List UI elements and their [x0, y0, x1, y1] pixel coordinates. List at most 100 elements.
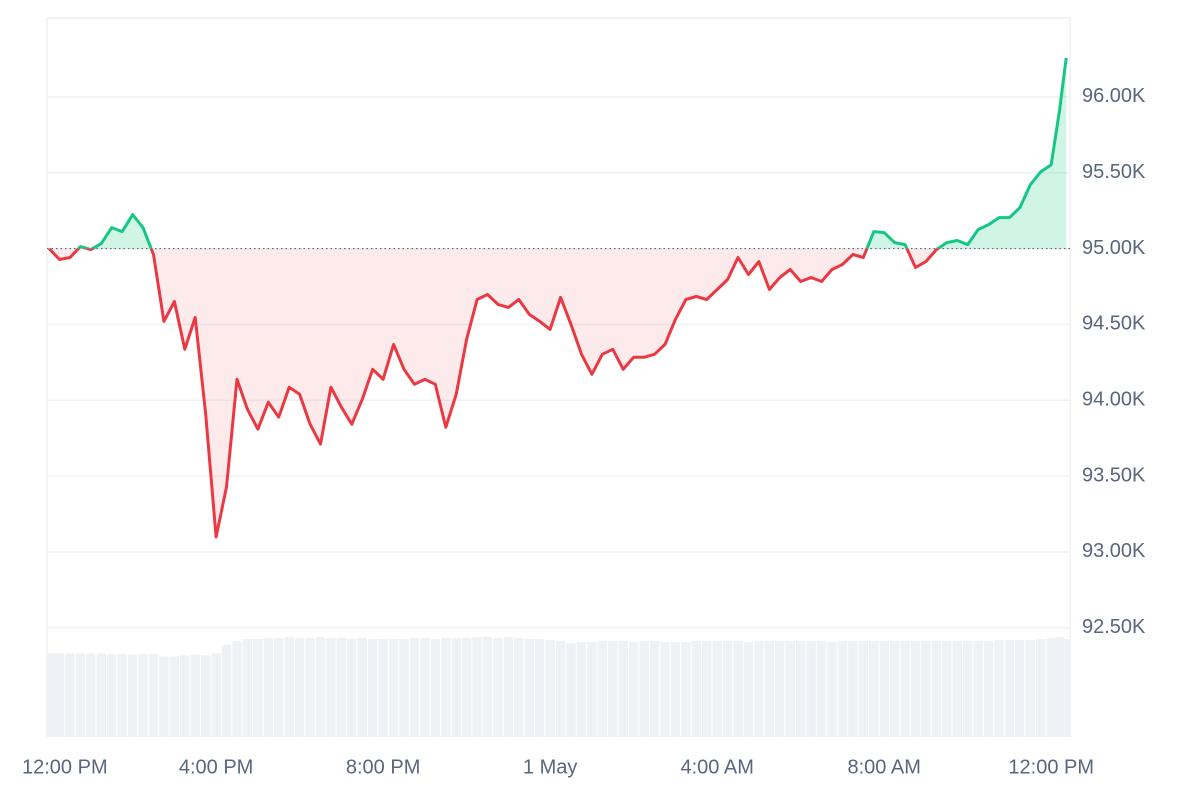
- volume-bar: [1004, 640, 1015, 737]
- volume-bar: [639, 641, 649, 737]
- volume-bar: [347, 639, 357, 737]
- x-tick-label: 12:00 PM: [1008, 756, 1094, 778]
- volume-bar: [274, 638, 284, 737]
- volume-bar: [879, 641, 889, 737]
- volume-bar: [242, 639, 253, 737]
- price-line-down: [48, 248, 941, 539]
- volume-bar: [148, 654, 159, 737]
- volume-bar: [493, 638, 503, 737]
- volume-bar: [524, 639, 534, 737]
- volume-bar: [702, 641, 712, 737]
- x-tick-label: 4:00 PM: [179, 756, 253, 778]
- volume-bar: [566, 643, 576, 737]
- x-tick-label: 12:00 PM: [22, 756, 108, 778]
- plot-frame: [47, 17, 1071, 737]
- volume-bar: [232, 641, 242, 737]
- volume-bar: [576, 642, 587, 737]
- volume-bar: [931, 641, 942, 737]
- volume-bar: [900, 641, 910, 737]
- volume-bar: [628, 642, 639, 737]
- volume-bar: [420, 638, 430, 737]
- price-line-up: [49, 57, 1068, 249]
- volume-bar: [764, 641, 775, 737]
- volume-bar: [1025, 640, 1036, 737]
- volume-bar: [597, 641, 608, 737]
- x-tick-label: 1 May: [523, 756, 577, 778]
- volume-bar: [503, 637, 514, 737]
- y-tick-label: 93.00K: [1082, 540, 1146, 562]
- volume-bar: [107, 654, 117, 737]
- volume-bar: [159, 656, 169, 737]
- volume-bar: [555, 641, 566, 737]
- volume-bar: [315, 637, 326, 737]
- volume-bar: [367, 639, 378, 737]
- volume-bar: [378, 639, 388, 737]
- volume-bar: [963, 641, 973, 737]
- volume-bar: [691, 641, 701, 737]
- volume-bar: [482, 637, 493, 737]
- y-tick-label: 94.50K: [1082, 313, 1146, 335]
- volume-bar: [117, 654, 127, 737]
- volume-bar: [983, 641, 994, 737]
- volume-bar: [806, 641, 816, 737]
- volume-bar: [461, 638, 472, 737]
- volume-bar: [221, 645, 232, 737]
- volume-bar: [1061, 639, 1071, 737]
- volume-bar: [733, 641, 743, 737]
- volume-bar: [305, 638, 315, 737]
- volume-bar: [670, 642, 681, 737]
- volume-bar: [795, 641, 806, 737]
- volume-bar: [816, 641, 827, 737]
- volume-bar: [910, 641, 921, 737]
- volume-bar: [54, 653, 65, 737]
- volume-bar: [211, 653, 221, 737]
- volume-bar: [65, 653, 75, 737]
- volume-bar: [284, 637, 294, 737]
- volume-bar: [253, 639, 263, 737]
- y-tick-label: 95.00K: [1082, 237, 1146, 259]
- volume-bar: [263, 638, 273, 737]
- volume-bar: [409, 638, 420, 737]
- volume-bar: [712, 641, 722, 737]
- volume-bar: [754, 641, 764, 737]
- volume-bar: [587, 642, 597, 737]
- area-down: [49, 248, 938, 537]
- volume-bar: [190, 654, 200, 737]
- y-tick-label: 93.50K: [1082, 464, 1146, 486]
- volume-bar: [1054, 637, 1065, 737]
- volume-bar: [86, 653, 96, 737]
- volume-bar: [430, 639, 441, 737]
- volume-bar: [942, 641, 952, 737]
- x-tick-label: 4:00 AM: [680, 756, 753, 778]
- volume-bar: [535, 639, 545, 737]
- volume-bar: [608, 641, 618, 737]
- volume-bar: [858, 641, 869, 737]
- volume-bar: [47, 653, 57, 737]
- volume-bar: [660, 642, 670, 737]
- volume-bar: [921, 641, 931, 737]
- volume-bar: [441, 638, 451, 737]
- x-tick-label: 8:00 AM: [847, 756, 920, 778]
- volume-bar: [1046, 638, 1056, 737]
- volume-bar: [75, 653, 86, 737]
- volume-bar: [545, 640, 555, 737]
- volume-bar: [96, 653, 106, 737]
- volume-bar: [743, 642, 754, 737]
- volume-bar: [618, 641, 628, 737]
- volume-bar: [138, 654, 148, 737]
- volume-bar: [722, 641, 733, 737]
- y-tick-label: 92.50K: [1082, 616, 1146, 638]
- volume-bar: [785, 641, 795, 737]
- volume-bar: [127, 654, 138, 737]
- volume-bar: [681, 642, 691, 737]
- volume-bar: [1015, 640, 1025, 737]
- volume-bar: [827, 642, 837, 737]
- y-tick-label: 96.00K: [1082, 85, 1146, 107]
- volume-bar: [399, 639, 409, 737]
- volume-bar: [200, 655, 211, 737]
- y-tick-label: 94.00K: [1082, 389, 1146, 411]
- volume-bar: [775, 641, 785, 737]
- volume-bar: [294, 638, 305, 737]
